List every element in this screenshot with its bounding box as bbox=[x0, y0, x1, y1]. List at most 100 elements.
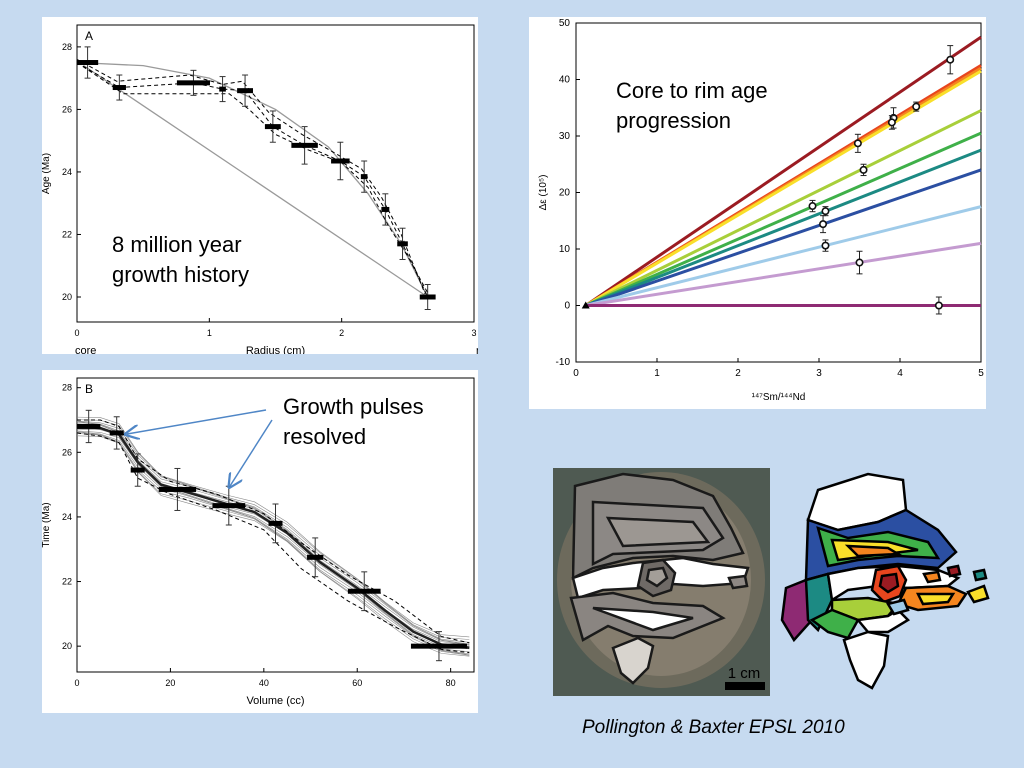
scale-bar bbox=[725, 682, 765, 690]
measurement bbox=[307, 537, 324, 578]
measurement-bar bbox=[307, 554, 324, 560]
y-axis-label: Age (Ma) bbox=[42, 153, 52, 194]
measurement-bar bbox=[264, 124, 281, 130]
point-marker bbox=[853, 139, 862, 148]
y-tick-label: 28 bbox=[62, 383, 72, 393]
annotation-line-1: Core to rim age bbox=[616, 78, 768, 103]
data-point bbox=[934, 296, 943, 315]
y-tick-label: 22 bbox=[62, 229, 72, 239]
x-tick-label: 0 bbox=[74, 678, 79, 688]
measurement bbox=[212, 485, 246, 526]
isochron-line bbox=[585, 241, 982, 307]
measurement-bar bbox=[109, 430, 124, 436]
point-marker bbox=[808, 202, 817, 211]
measurement-bar bbox=[77, 60, 99, 66]
measurement-bar bbox=[331, 158, 350, 164]
y-axis-label: Time (Ma) bbox=[42, 502, 52, 547]
point-marker bbox=[912, 102, 921, 111]
model-curve bbox=[76, 61, 429, 298]
measurement-bar bbox=[158, 486, 197, 492]
model-curve bbox=[76, 433, 470, 656]
point-marker bbox=[934, 301, 943, 310]
measurement-bar bbox=[360, 174, 368, 180]
measurement-bar bbox=[410, 643, 467, 649]
measurement bbox=[77, 409, 101, 444]
measurement bbox=[176, 69, 210, 96]
dashed-path bbox=[77, 419, 470, 644]
measurement bbox=[360, 160, 368, 193]
y-tick-label: 40 bbox=[559, 75, 571, 86]
measurement-bar bbox=[419, 294, 436, 300]
data-point bbox=[855, 250, 864, 275]
citation: Pollington & Baxter EPSL 2010 bbox=[582, 717, 845, 738]
x-tick-label: 5 bbox=[978, 368, 984, 379]
isochron-line bbox=[585, 168, 982, 307]
y-tick-label: 0 bbox=[564, 301, 570, 312]
model-curve bbox=[76, 419, 470, 640]
measurement bbox=[112, 74, 126, 101]
dashed-path bbox=[76, 432, 470, 654]
y-tick-label: 26 bbox=[62, 447, 72, 457]
annotation-line-2: resolved bbox=[283, 424, 367, 449]
y-tick-label: 30 bbox=[559, 131, 571, 142]
plot-frame bbox=[76, 24, 475, 323]
measurement-bar bbox=[212, 503, 246, 509]
x-tick-label: 40 bbox=[259, 678, 269, 688]
measurement bbox=[347, 571, 381, 612]
measurement-bar bbox=[237, 88, 254, 94]
panel-label: B bbox=[85, 382, 93, 396]
x-tick-label: 2 bbox=[735, 368, 741, 379]
x-tick-label: 80 bbox=[446, 678, 456, 688]
measurement bbox=[219, 76, 226, 103]
isochron-panel: 0 1 2 3 4 5 -10 0 10 20 30 40 50 ¹⁴⁷Sm/¹⁴⁴Nd Δε (10⁵) bbox=[529, 17, 986, 409]
data-point bbox=[821, 206, 830, 217]
chart-a: 0 1 2 3 20 22 24 26 28 A Radius (cm) Age (Ma) core ri… bbox=[41, 24, 491, 357]
measurement-bar bbox=[347, 588, 381, 594]
point-marker bbox=[946, 55, 955, 64]
origin-point bbox=[581, 301, 590, 309]
measurement bbox=[419, 283, 436, 310]
measurement bbox=[291, 126, 318, 165]
dashed-path bbox=[76, 62, 433, 301]
annotation-line-2: growth history bbox=[112, 262, 249, 287]
x-axis-label: Radius (cm) bbox=[246, 345, 305, 354]
data-point bbox=[859, 163, 868, 177]
x-tick-label: 0 bbox=[573, 368, 579, 379]
point-marker bbox=[855, 258, 864, 267]
isochron-line bbox=[584, 35, 982, 307]
y-tick-label: 24 bbox=[62, 512, 72, 522]
dashed-path bbox=[76, 58, 426, 295]
measurement bbox=[410, 631, 467, 662]
data-point bbox=[819, 215, 828, 234]
y-tick-label: 50 bbox=[559, 18, 571, 29]
measurement-bar bbox=[176, 80, 210, 86]
measurement-bar bbox=[112, 85, 126, 91]
annotation-line-1: Growth pulses bbox=[283, 394, 424, 419]
model-curve bbox=[76, 421, 470, 646]
measurement bbox=[381, 193, 390, 226]
measurement-bar bbox=[381, 206, 390, 212]
x-tick-label: 3 bbox=[816, 368, 822, 379]
measurement bbox=[77, 46, 99, 79]
x-tick-label: 60 bbox=[352, 678, 362, 688]
panel-a: 0 1 2 3 20 22 24 26 28 A Radius (cm) Age (Ma) core ri… bbox=[41, 17, 491, 357]
isochron-line bbox=[585, 148, 982, 307]
model-curve bbox=[76, 430, 470, 652]
annotation-growth-pulses: Growth pulses resolved bbox=[283, 392, 424, 452]
model-curve bbox=[76, 431, 470, 655]
point-marker bbox=[821, 207, 830, 216]
point-marker bbox=[859, 165, 868, 174]
data-point bbox=[821, 239, 830, 252]
measurement bbox=[331, 141, 350, 181]
point-marker bbox=[819, 220, 828, 229]
garnet-photo-zones bbox=[569, 472, 750, 685]
core-label: core bbox=[75, 345, 96, 354]
annotation-line-2: progression bbox=[616, 108, 731, 133]
x-axis-label: Volume (cc) bbox=[246, 695, 304, 707]
x-tick-label: 2 bbox=[339, 328, 344, 338]
y-tick-label: 20 bbox=[559, 188, 571, 199]
garnet-illustration: 1 cm bbox=[553, 468, 990, 696]
rim-label: rim bbox=[476, 345, 478, 354]
measurement-bar bbox=[130, 467, 145, 473]
